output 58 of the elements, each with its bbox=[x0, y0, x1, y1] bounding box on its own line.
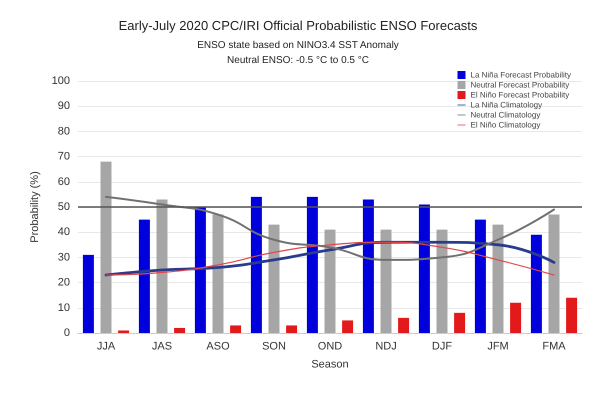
x-tick-label: DJF bbox=[432, 340, 452, 352]
bar bbox=[324, 230, 336, 333]
x-axis-title: Season bbox=[311, 358, 349, 370]
y-tick-label: 90 bbox=[58, 100, 70, 112]
bar bbox=[362, 199, 374, 333]
y-tick-label: 80 bbox=[58, 125, 70, 138]
y-tick-label: 0 bbox=[64, 327, 70, 339]
y-tick-label: 20 bbox=[58, 276, 70, 289]
legend-label: Neutral Climatology bbox=[470, 110, 540, 120]
y-tick-label: 30 bbox=[58, 251, 70, 264]
x-tick-label: FMA bbox=[542, 340, 566, 352]
bar bbox=[138, 220, 150, 333]
bar bbox=[454, 312, 466, 333]
y-tick-label: 100 bbox=[52, 75, 70, 87]
bar bbox=[492, 224, 504, 333]
bar bbox=[548, 214, 560, 333]
legend-label: La Niña Climatology bbox=[470, 100, 542, 110]
bar bbox=[530, 234, 542, 333]
bar bbox=[436, 230, 448, 333]
bar bbox=[118, 330, 130, 333]
x-tick-label: ASO bbox=[206, 340, 230, 352]
bar bbox=[268, 224, 280, 333]
bar bbox=[250, 196, 262, 333]
bar bbox=[342, 320, 354, 333]
bar bbox=[212, 214, 224, 333]
y-tick-label: 40 bbox=[58, 226, 70, 238]
bar bbox=[566, 298, 578, 333]
bar bbox=[230, 325, 242, 333]
legend-label: El Niño Climatology bbox=[470, 120, 540, 130]
bar bbox=[82, 254, 94, 333]
bar bbox=[156, 199, 168, 333]
chart-title: Early-July 2020 CPC/IRI Official Probabilistic ENSO Forecasts bbox=[118, 18, 478, 33]
y-tick-label: 70 bbox=[58, 150, 70, 163]
bar bbox=[306, 196, 318, 333]
bar bbox=[286, 325, 298, 333]
x-tick-label: JFM bbox=[487, 340, 509, 352]
bar bbox=[398, 318, 410, 333]
legend-label: El Niño Forecast Probability bbox=[470, 90, 570, 100]
chart-subtitle: ENSO state based on NINO3.4 SST Anomaly Neutral ENSO: -0.5 °C to 0.5 °C bbox=[197, 40, 399, 66]
y-tick-label: 50 bbox=[58, 201, 70, 213]
bar bbox=[174, 328, 186, 333]
legend-label: Neutral Forecast Probability bbox=[470, 80, 570, 90]
bar bbox=[418, 204, 430, 333]
y-tick-label: 60 bbox=[58, 176, 70, 188]
x-tick-label: NDJ bbox=[375, 340, 397, 352]
y-axis-title: Probability (%) bbox=[29, 171, 42, 243]
legend-label: La Niña Forecast Probability bbox=[470, 70, 572, 80]
y-tick-label: 10 bbox=[58, 302, 70, 314]
x-tick-label: JJA bbox=[96, 340, 116, 352]
x-tick-label: OND bbox=[318, 340, 342, 352]
x-tick-label: JAS bbox=[152, 340, 172, 352]
line-series bbox=[105, 196, 555, 261]
bar bbox=[510, 302, 522, 333]
bar bbox=[474, 220, 486, 333]
x-tick-label: SON bbox=[262, 340, 286, 352]
bar bbox=[194, 207, 206, 333]
bar bbox=[100, 162, 112, 333]
bar bbox=[380, 230, 392, 333]
